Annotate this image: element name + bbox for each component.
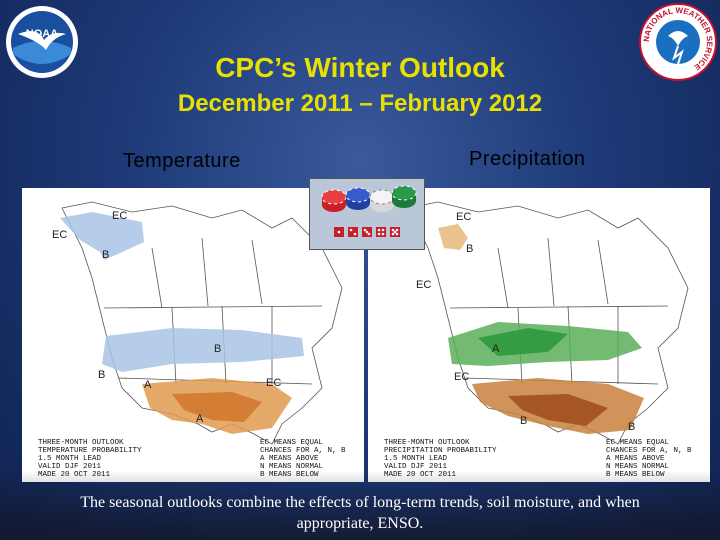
temp-above-south-core <box>172 392 262 422</box>
precip-region-label: EC <box>454 371 469 383</box>
slide-caption: The seasonal outlooks combine the effect… <box>80 494 640 532</box>
slide-subtitle: December 2011 – February 2012 <box>177 90 543 117</box>
slide-title: CPC’s Winter Outlook <box>215 52 505 83</box>
svg-text:VALID DJF 2011: VALID DJF 2011 <box>38 463 102 471</box>
temp-region-label: A <box>144 379 152 391</box>
temp-region-label: EC <box>112 210 127 222</box>
precip-region-label: B <box>466 243 473 255</box>
temp-region-label: EC <box>266 377 281 389</box>
svg-text:MADE 20 OCT 2011: MADE 20 OCT 2011 <box>384 471 457 479</box>
svg-text:1.5 MONTH LEAD: 1.5 MONTH LEAD <box>384 455 448 463</box>
temp-region-label: EC <box>52 229 67 241</box>
precip-below-south-core <box>508 394 608 426</box>
svg-text:CHANCES FOR A, N, B: CHANCES FOR A, N, B <box>260 447 346 455</box>
temp-region-label: B <box>98 369 105 381</box>
poker-chips-dice-image <box>309 178 425 250</box>
precip-region-label: EC <box>416 279 431 291</box>
temp-region-label: B <box>102 249 109 261</box>
precip-below-nw-region <box>438 224 468 250</box>
svg-text:A MEANS ABOVE: A MEANS ABOVE <box>606 455 665 463</box>
nws-logo: NATIONAL WEATHER SERVICE <box>639 3 717 81</box>
noaa-logo: NOAA <box>6 6 78 78</box>
precip-above-north-core <box>478 328 568 356</box>
temp-region-label: B <box>214 343 221 355</box>
svg-text:THREE-MONTH OUTLOOK: THREE-MONTH OUTLOOK <box>384 439 470 447</box>
svg-text:VALID DJF 2011: VALID DJF 2011 <box>384 463 448 471</box>
precip-region-label: B <box>520 415 527 427</box>
precip-region-label: B <box>628 421 635 433</box>
svg-text:B MEANS BELOW: B MEANS BELOW <box>260 471 319 479</box>
temp-legend-right: EC MEANS EQUAL CHANCES FOR A, N, B A MEA… <box>260 439 346 479</box>
svg-text:1.5 MONTH LEAD: 1.5 MONTH LEAD <box>38 455 102 463</box>
svg-text:N MEANS NORMAL: N MEANS NORMAL <box>606 463 670 471</box>
svg-text:TEMPERATURE PROBABILITY: TEMPERATURE PROBABILITY <box>38 447 142 455</box>
svg-text:B MEANS BELOW: B MEANS BELOW <box>606 471 665 479</box>
svg-text:THREE-MONTH OUTLOOK: THREE-MONTH OUTLOOK <box>38 439 124 447</box>
noaa-logo-text: NOAA <box>26 28 58 40</box>
svg-text:EC MEANS EQUAL: EC MEANS EQUAL <box>260 439 324 447</box>
svg-text:PRECIPITATION PROBABILITY: PRECIPITATION PROBABILITY <box>384 447 497 455</box>
precip-legend-left: THREE-MONTH OUTLOOK PRECIPITATION PROBAB… <box>384 439 497 479</box>
svg-text:EC MEANS EQUAL: EC MEANS EQUAL <box>606 439 670 447</box>
svg-text:A MEANS ABOVE: A MEANS ABOVE <box>260 455 319 463</box>
temp-below-nw-region <box>60 212 144 260</box>
temperature-map: EC EC B B B EC A A THREE-MONTH OUTLOOK T… <box>22 188 364 482</box>
temperature-label: Temperature <box>123 150 241 172</box>
svg-text:CHANCES FOR A, N, B: CHANCES FOR A, N, B <box>606 447 692 455</box>
temp-below-north-region <box>102 328 304 372</box>
precipitation-map: EC B EC A EC B B THREE-MONTH OUTLOOK PRE… <box>368 188 710 482</box>
temp-region-label: A <box>196 413 204 425</box>
precip-legend-right: EC MEANS EQUAL CHANCES FOR A, N, B A MEA… <box>606 439 692 479</box>
svg-text:MADE 20 OCT 2011: MADE 20 OCT 2011 <box>38 471 111 479</box>
precipitation-label: Precipitation <box>469 148 586 170</box>
svg-text:N MEANS NORMAL: N MEANS NORMAL <box>260 463 324 471</box>
precip-region-label: EC <box>456 211 471 223</box>
temp-legend-left: THREE-MONTH OUTLOOK TEMPERATURE PROBABIL… <box>38 439 142 479</box>
precip-region-label: A <box>492 343 500 355</box>
